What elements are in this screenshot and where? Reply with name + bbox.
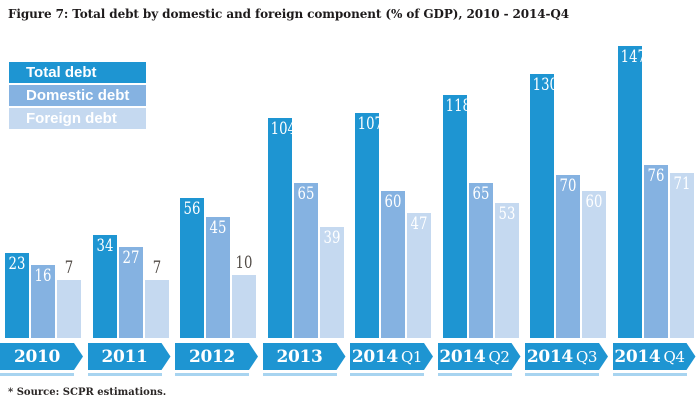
axis-underline-segment xyxy=(87,373,162,376)
axis-underlines xyxy=(0,373,700,376)
axis-ribbon-2014-q4: 2014 Q4 xyxy=(613,343,696,370)
bar-domestic-debt-2014-q4: 76 xyxy=(643,165,668,338)
bar-group-2014-q1: 107 60 47 xyxy=(350,0,438,338)
axis-underline-segment xyxy=(0,373,74,376)
bar-value-label: 23 xyxy=(8,254,26,274)
bar-total-debt-2012: 56 xyxy=(180,198,204,338)
bar-group-2014-q3: 130 70 60 xyxy=(525,0,613,338)
axis-ribbon-2013: 2013 xyxy=(263,343,346,370)
bar-domestic-debt-2013: 65 xyxy=(293,183,318,338)
bar-value-label: 65 xyxy=(297,184,314,204)
axis-label-year: 2012 xyxy=(188,346,236,367)
bar-value-label: 107 xyxy=(357,114,383,134)
axis-label-quarter: Q4 xyxy=(663,347,685,366)
legend-item-domestic-debt: Domestic debt xyxy=(9,85,146,106)
bar-foreign-debt-2010: 7 xyxy=(57,258,81,338)
bar-value-label: 60 xyxy=(585,192,603,212)
bar-value-label: 130 xyxy=(532,75,558,95)
axis-label-year: 2014 xyxy=(526,346,573,367)
bar-value-label: 39 xyxy=(323,228,340,248)
legend-item-foreign-debt: Foreign debt xyxy=(9,108,146,129)
x-axis: 2010 2011 2012 2013 2014 Q1 2014 Q2 2014 Q3 2014 Q4 xyxy=(0,343,700,370)
legend-item-label: Foreign debt xyxy=(26,110,117,127)
bar-value-label: 10 xyxy=(235,253,253,273)
axis-label-quarter: Q1 xyxy=(400,347,423,366)
axis-label-year: 2013 xyxy=(276,346,323,367)
bar-foreign-debt-2012: 10 xyxy=(232,253,256,338)
axis-ribbon-2014-q2: 2014 Q2 xyxy=(438,343,521,370)
axis-label-year: 2014 xyxy=(614,346,661,367)
bar-foreign-debt-2014-q2: 53 xyxy=(494,203,519,338)
bar-group-2011: 34 27 7 xyxy=(88,0,176,338)
bar-value-label: 76 xyxy=(647,166,664,186)
axis-ribbon-2011: 2011 xyxy=(88,343,171,370)
bar-value-label: 27 xyxy=(122,248,139,268)
bar-total-debt-2013: 104 xyxy=(267,118,296,338)
bar-foreign-debt-2014-q3: 60 xyxy=(582,191,606,338)
axis-underline-segment xyxy=(175,373,249,376)
bar-value-label: 7 xyxy=(152,258,161,278)
bar-value-label: 104 xyxy=(270,119,296,139)
legend-item-label: Total debt xyxy=(26,64,97,81)
bar-group-2012: 56 45 10 xyxy=(175,0,263,338)
bar-value-label: 60 xyxy=(384,192,402,212)
bar-total-debt-2014-q3: 130 xyxy=(530,74,558,338)
source-note: * Source: SCPR estimations. xyxy=(8,387,167,398)
axis-underline-segment xyxy=(437,373,512,376)
bar-value-label: 16 xyxy=(34,266,52,286)
bar-value-label: 147 xyxy=(620,47,646,67)
bar-domestic-debt-2012: 45 xyxy=(206,217,230,338)
bar-group-2010: 23 16 7 xyxy=(0,0,88,338)
axis-underline-segment xyxy=(350,373,424,376)
axis-label-year: 2010 xyxy=(13,346,61,367)
bar-value-label: 71 xyxy=(673,174,690,194)
bar-value-label: 56 xyxy=(183,199,201,219)
bar-value-label: 118 xyxy=(445,96,471,116)
chart-plot: 23 16 7 34 27 7 56 45 10 104 65 39 107 60 47 118 65 53 130… xyxy=(0,0,700,338)
axis-label-quarter: Q2 xyxy=(488,347,510,366)
bar-value-label: 45 xyxy=(209,218,227,238)
legend-item-total-debt: Total debt xyxy=(9,62,146,83)
bar-value-label: 47 xyxy=(410,214,428,234)
axis-ribbon-2014-q1: 2014 Q1 xyxy=(350,343,433,370)
bar-domestic-debt-2014-q3: 70 xyxy=(556,175,580,338)
bar-value-label: 34 xyxy=(96,236,113,256)
bar-value-label: 7 xyxy=(64,258,74,278)
axis-underline-segment xyxy=(525,373,599,376)
bar-foreign-debt-2014-q4: 71 xyxy=(669,173,694,338)
bar-value-label: 70 xyxy=(559,176,577,196)
bar-total-debt-2014-q2: 118 xyxy=(442,95,471,338)
bar-total-debt-2011: 34 xyxy=(92,235,117,338)
axis-label-year: 2014 xyxy=(439,346,486,367)
bar-total-debt-2014-q1: 107 xyxy=(355,113,383,338)
bar-total-debt-2014-q4: 147 xyxy=(617,46,646,338)
bar-foreign-debt-2013: 39 xyxy=(319,227,344,338)
axis-underline-segment xyxy=(262,373,337,376)
bar-value-label: 65 xyxy=(472,184,489,204)
bar-group-2014-q4: 147 76 71 xyxy=(613,0,700,338)
legend: Total debt Domestic debt Foreign debt xyxy=(9,62,146,131)
axis-underline-segment xyxy=(612,373,687,376)
bar-group-2014-q2: 118 65 53 xyxy=(438,0,526,338)
bar-domestic-debt-2010: 16 xyxy=(31,265,55,338)
bar-domestic-debt-2014-q2: 65 xyxy=(468,183,493,338)
bar-value-label: 53 xyxy=(498,204,515,224)
axis-ribbon-2012: 2012 xyxy=(175,343,258,370)
bar-foreign-debt-2011: 7 xyxy=(144,258,169,338)
axis-label-year: 2014 xyxy=(351,346,398,367)
axis-label-quarter: Q3 xyxy=(575,347,598,366)
bar-foreign-debt-2014-q1: 47 xyxy=(407,213,431,338)
legend-item-label: Domestic debt xyxy=(26,87,130,104)
figure-title: Figure 7: Total debt by domestic and for… xyxy=(8,7,570,21)
axis-label-year: 2011 xyxy=(101,346,148,367)
axis-ribbon-2010: 2010 xyxy=(0,343,83,370)
bar-domestic-debt-2014-q1: 60 xyxy=(381,191,405,338)
axis-ribbon-2014-q3: 2014 Q3 xyxy=(525,343,608,370)
bar-total-debt-2010: 23 xyxy=(5,253,29,338)
bar-domestic-debt-2011: 27 xyxy=(118,247,143,338)
bar-group-2013: 104 65 39 xyxy=(263,0,351,338)
